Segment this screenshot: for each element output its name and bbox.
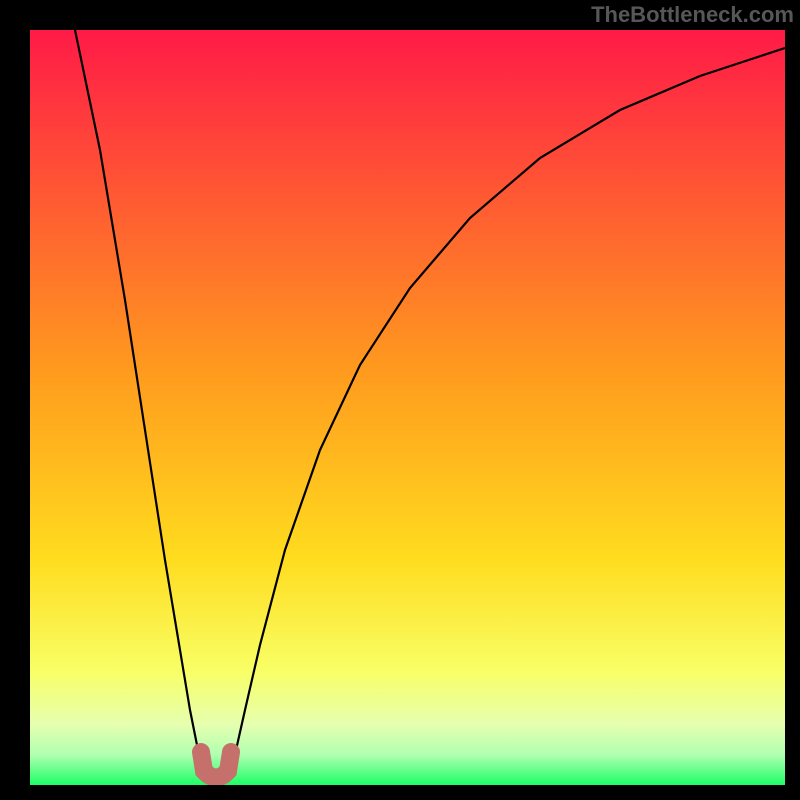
optimum-marker: [201, 752, 231, 778]
bottleneck-curve: [75, 30, 785, 774]
chart-frame: TheBottleneck.com: [0, 0, 800, 800]
watermark-text: TheBottleneck.com: [591, 2, 794, 28]
curve-layer: [30, 30, 785, 785]
plot-area: [30, 30, 785, 785]
